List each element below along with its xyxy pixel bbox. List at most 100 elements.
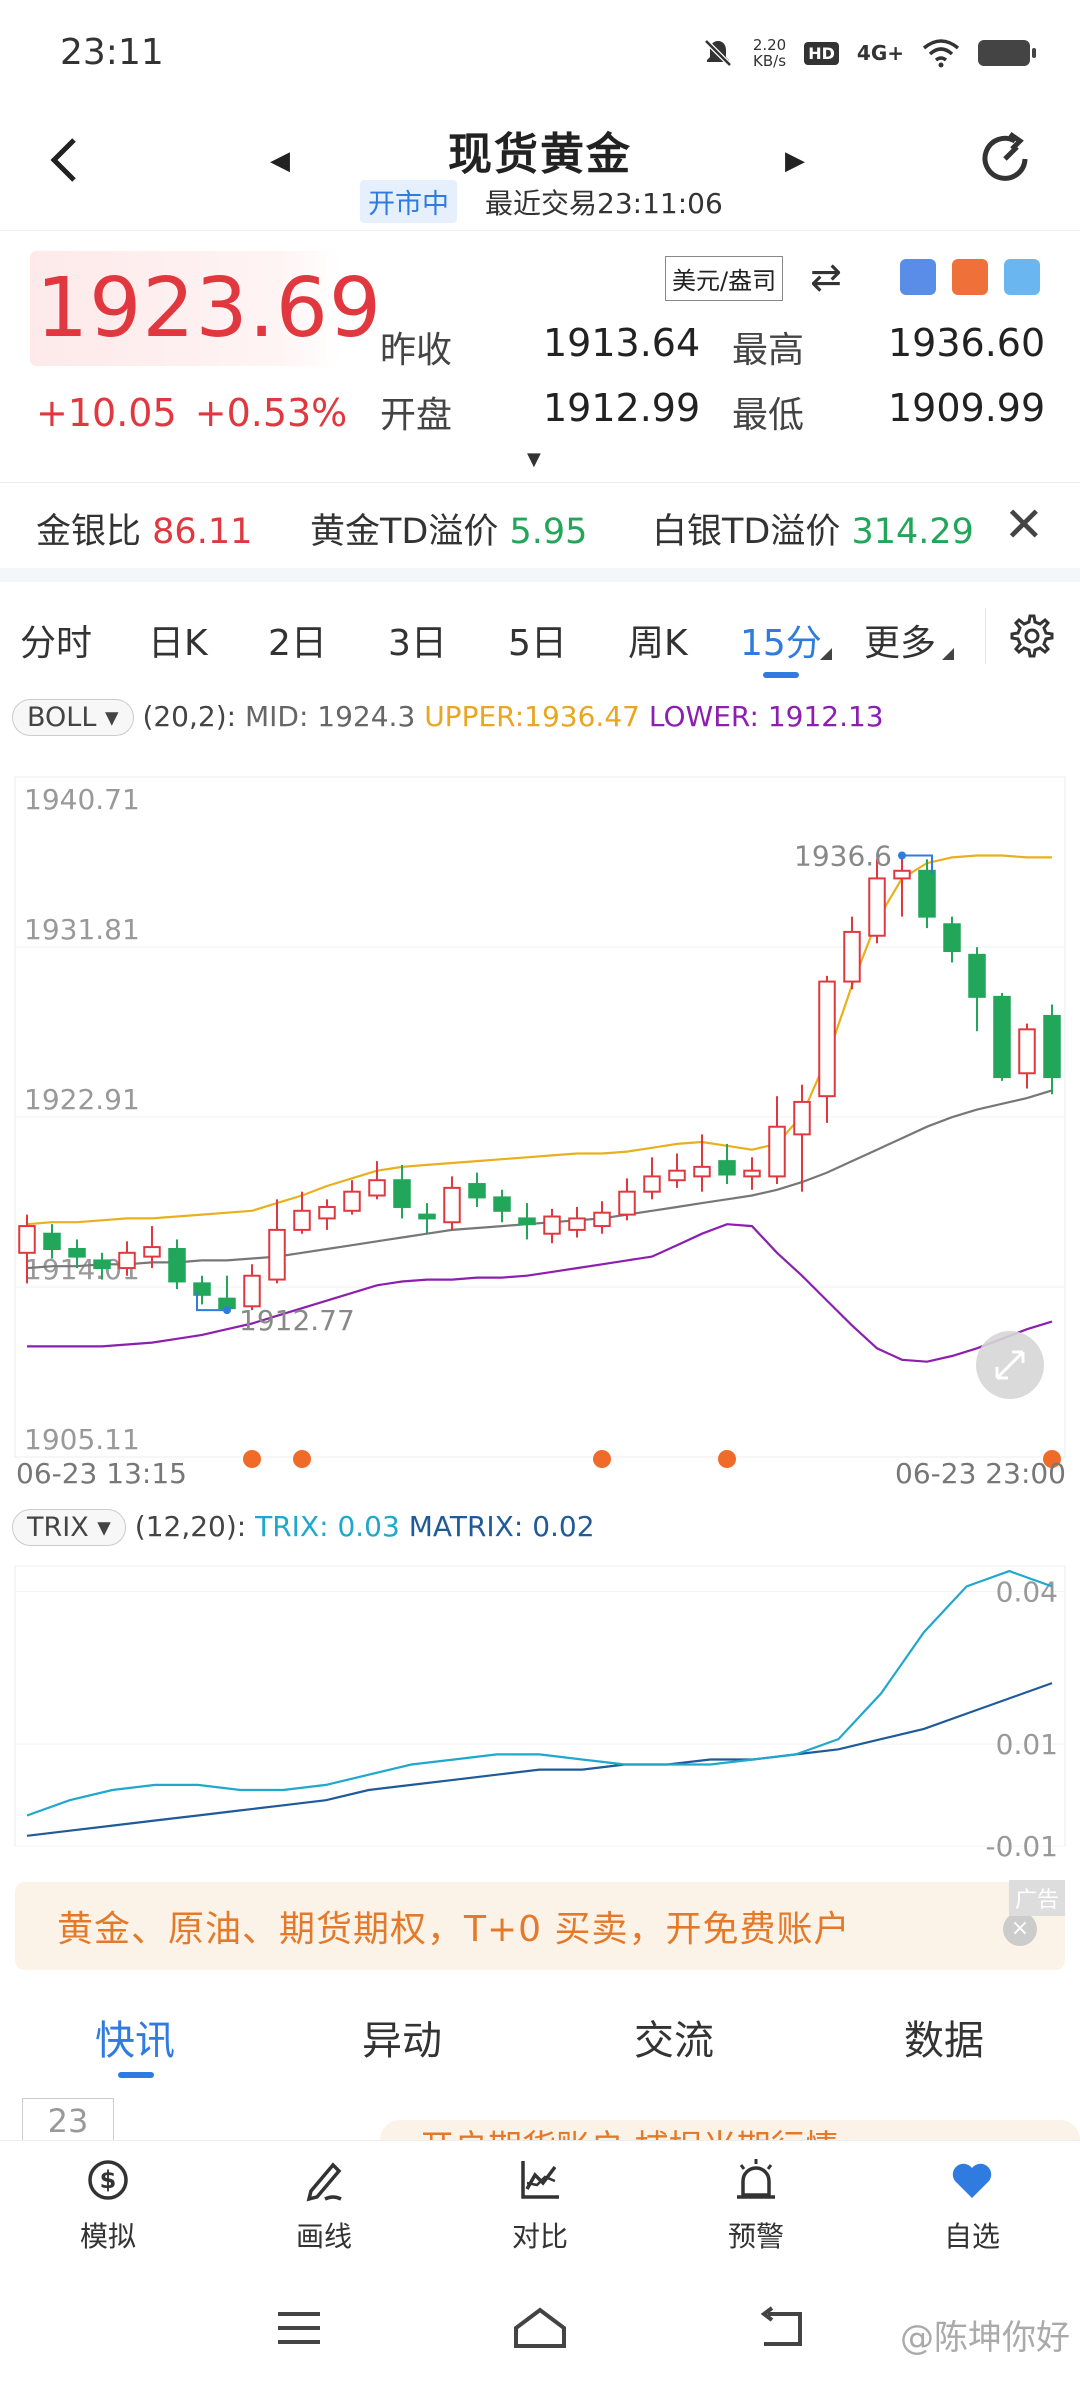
svg-text:$: $ [100, 2166, 117, 2194]
tab-intraday[interactable]: 分时 [20, 623, 93, 664]
refresh-icon[interactable] [970, 124, 1040, 194]
candle [1043, 1014, 1061, 1079]
next-instrument-button[interactable]: ▶ [785, 146, 805, 176]
signal-dot [718, 1450, 736, 1468]
period-tabs: 分时 日K 2日 3日 5日 周K 15分 更多 [0, 596, 1080, 696]
silver-td-premium: 白银TD溢价 314.29 [652, 512, 974, 552]
low-marker-dot [223, 1306, 231, 1315]
change-percent: +0.53% [194, 391, 348, 435]
candle [568, 1217, 586, 1231]
price-change: +10.05 +0.53% [36, 391, 347, 435]
system-nav-bar: @陈坤你好 [0, 2270, 1080, 2400]
prev-instrument-button[interactable]: ◀ [270, 146, 290, 176]
toolbar-simulate[interactable]: $ 模拟 [48, 2155, 168, 2255]
y-tick-label: 1931.81 [24, 913, 140, 946]
trix-indicator-row: TRIX ▾ (12,20): TRIX: 0.03 MATRIX: 0.02 [12, 1509, 595, 1560]
net-speed: 2.20 KB/s [752, 36, 787, 70]
candle [768, 1125, 786, 1178]
gold-td-premium: 黄金TD溢价 5.95 [310, 512, 588, 552]
expand-chevron-icon[interactable]: ▼ [527, 449, 541, 470]
trix-selector[interactable]: TRIX ▾ [12, 1509, 126, 1546]
heart-icon [952, 2163, 992, 2198]
page-title: 现货黄金 [448, 129, 632, 180]
boll-selector[interactable]: BOLL ▾ [12, 699, 134, 736]
tab-discussion[interactable]: 交流 [634, 2018, 714, 2064]
prev-close-label: 昨收 [380, 330, 453, 371]
tab-5-day[interactable]: 5日 [508, 623, 567, 664]
candlestick-chart[interactable]: 1940.711931.811922.911914.011905.111936.… [0, 745, 1080, 1485]
trix-value: TRIX: 0.03 [255, 1510, 400, 1543]
percent-tool-icon[interactable] [900, 259, 936, 295]
menu-icon[interactable] [274, 2308, 324, 2348]
high-marker-dot [898, 851, 906, 860]
active-tab-indicator [763, 672, 799, 678]
high-marker-label: 1936.6 [794, 840, 892, 873]
date-chip: 23 [22, 2098, 114, 2140]
trix-frame [14, 1565, 1066, 1847]
candle [668, 1169, 686, 1182]
candle [393, 1179, 411, 1208]
last-trade-time: 最近交易23:11:06 [485, 187, 723, 220]
alarm-icon [737, 2159, 775, 2199]
tab-movements[interactable]: 异动 [362, 2018, 442, 2064]
tab-2-day[interactable]: 2日 [268, 623, 327, 664]
candle [343, 1190, 361, 1212]
alert-tool-icon[interactable] [952, 259, 988, 295]
ad-banner[interactable]: 黄金、原油、期货期权，T+0 买卖，开免费账户 × 广告 [15, 1880, 1065, 1970]
candle [418, 1213, 436, 1220]
status-icons: 2.20 KB/s HD 4G+ [701, 36, 1036, 70]
change-value: +10.05 [36, 391, 177, 435]
draw-line-icon [306, 2162, 342, 2202]
swap-icon[interactable]: ⇄ [810, 255, 842, 299]
toolbar-watchlist[interactable]: 自选 [912, 2155, 1032, 2255]
tab-more-dropdown-icon [942, 648, 954, 660]
y-tick-label: 1905.11 [24, 1423, 140, 1456]
unit-selector[interactable]: 美元/盎司 [665, 256, 784, 301]
y-tick-label: 1940.71 [24, 783, 140, 816]
high-value: 1936.60 [888, 321, 1046, 365]
feed-ad-text[interactable]: 开户期货账户 捕捉当期行情 [420, 2120, 839, 2140]
trix-tick-label: -0.01 [986, 1830, 1058, 1860]
price-box [30, 251, 340, 366]
feed-ad-strip[interactable] [380, 2120, 1080, 2140]
status-bar: 23:11 2.20 KB/s HD 4G+ [0, 0, 1080, 110]
toolbar-draw-line[interactable]: 画线 [264, 2155, 384, 2255]
toolbar-alarm[interactable]: 预警 [696, 2155, 816, 2255]
trix-chart[interactable]: 0.04 0.01 -0.01 [0, 1560, 1080, 1860]
x-end-label: 06-23 23:00 [895, 1457, 1066, 1485]
home-icon[interactable] [510, 2304, 570, 2352]
back-arrow-icon[interactable] [40, 130, 90, 190]
quote-panel: 1923.69 +10.05 +0.53% 美元/盎司 ⇄ 昨收 1913.64… [0, 230, 1080, 480]
tab-more[interactable]: 更多 [864, 623, 937, 664]
candle [1018, 1028, 1036, 1075]
candle [518, 1217, 536, 1226]
candle [368, 1179, 386, 1197]
candle [168, 1247, 186, 1283]
tab-weekly-k[interactable]: 周K [628, 623, 688, 664]
tab-data[interactable]: 数据 [904, 2018, 984, 2064]
candle [293, 1209, 311, 1231]
x-start-label: 06-23 13:15 [16, 1457, 187, 1485]
candle [268, 1228, 286, 1281]
back-nav-icon[interactable] [756, 2306, 806, 2350]
gear-icon[interactable] [1005, 610, 1055, 660]
tab-flash-news[interactable]: 快讯 [95, 2018, 175, 2064]
ad-close-icon[interactable]: × [1003, 1912, 1037, 1946]
close-icon[interactable]: ✕ [1003, 497, 1044, 553]
pie-chart-tool-icon[interactable] [1004, 259, 1040, 295]
candle [118, 1251, 136, 1270]
candle [468, 1183, 486, 1199]
candle [843, 930, 861, 983]
simulate-icon: $ [88, 2160, 128, 2200]
ad-text[interactable]: 黄金、原油、期货期权，T+0 买卖，开免费账户 [57, 1909, 851, 1950]
candle [193, 1282, 211, 1296]
tab-3-day[interactable]: 3日 [388, 623, 447, 664]
header: ◀ 现货黄金 ▶ 开市中 最近交易23:11:06 [0, 110, 1080, 230]
toolbar-compare[interactable]: 对比 [480, 2155, 600, 2255]
tab-15-min[interactable]: 15分 [740, 623, 822, 664]
hd-badge: HD [804, 41, 839, 65]
tab-divider [985, 608, 986, 664]
boll-lower: LOWER: 1912.13 [648, 700, 884, 733]
tab-daily-k[interactable]: 日K [148, 623, 208, 664]
news-tab-indicator [118, 2072, 154, 2078]
